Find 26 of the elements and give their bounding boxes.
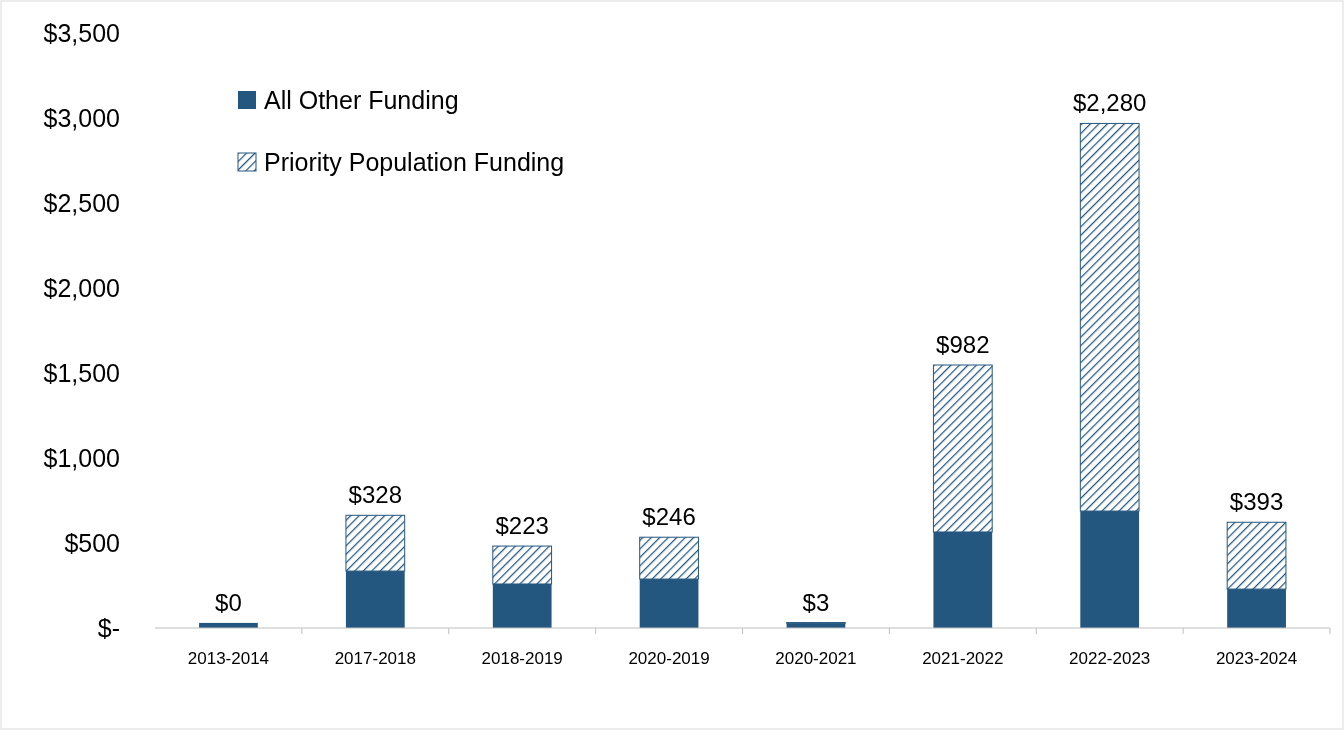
y-tick-label: $2,000 [43,274,120,302]
x-tick-label: 2020-2021 [775,649,857,668]
y-tick-label: $500 [64,529,120,557]
y-tick-label: $3,000 [43,104,120,132]
x-tick-label: 2018-2019 [481,649,563,668]
data-label: $223 [495,512,549,540]
y-tick-label: $3,500 [43,19,120,47]
x-tick-label: 2017-2018 [334,649,416,668]
data-label: $328 [348,481,403,509]
y-tick-label: $1,500 [43,359,120,387]
x-tick-label: 2020-2019 [628,649,710,668]
x-tick-label: 2023-2024 [1215,649,1298,668]
y-tick-label: $- [97,614,120,642]
data-label: $0 [215,588,242,616]
data-label: $3 [802,588,830,616]
data-label: $393 [1229,488,1284,516]
x-tick-label: 2021-2022 [922,649,1004,668]
legend-label: Priority Population Funding [264,148,565,176]
data-label: $2,280 [1072,89,1147,117]
y-tick-label: $1,000 [43,444,120,472]
legend-label: All Other Funding [264,86,459,114]
y-tick-label: $2,500 [43,189,120,217]
data-label: $246 [642,503,696,531]
x-tick-label: 2013-2014 [187,649,270,668]
x-tick-label: 2022-2023 [1069,649,1151,668]
data-label: $982 [936,331,990,359]
